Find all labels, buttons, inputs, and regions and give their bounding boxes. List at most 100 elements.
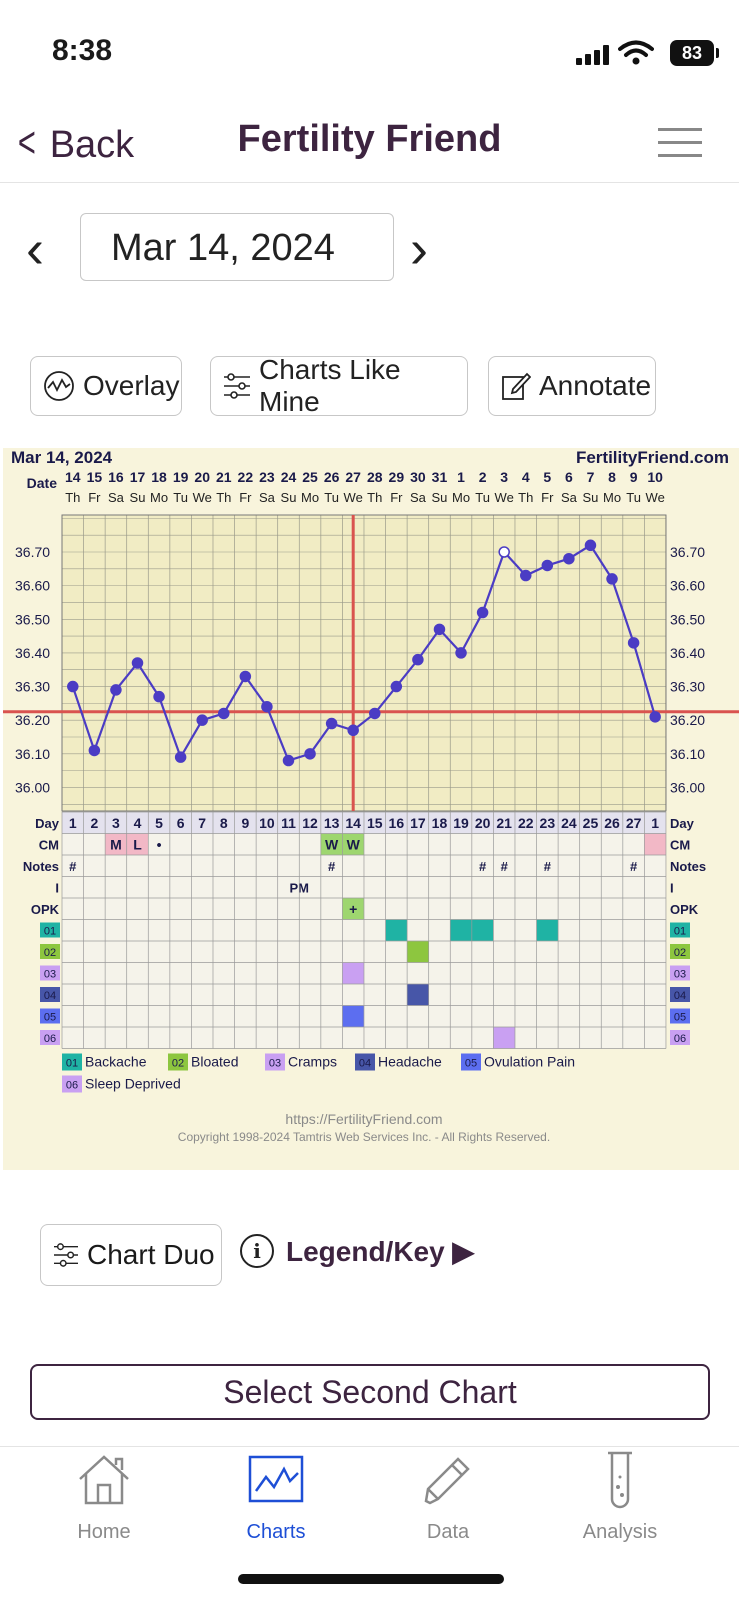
temperature-point: [584, 539, 597, 552]
legend-swatch: [168, 1053, 188, 1071]
legend-label: Cramps: [288, 1054, 337, 1070]
cycle-day-label: 2: [90, 815, 98, 831]
wifi-icon: [618, 40, 654, 65]
temperature-point: [261, 700, 273, 713]
symptom-code-label: 04: [44, 990, 56, 1002]
chart-icon: [248, 1455, 304, 1503]
weekday-label: Su: [432, 490, 448, 505]
cycle-day-label: 6: [177, 815, 185, 831]
edit-icon: [501, 371, 531, 401]
date-tick-label: 17: [130, 469, 146, 485]
weekday-label: Th: [518, 490, 533, 505]
temperature-point: [649, 711, 661, 723]
legend-swatch: [355, 1053, 375, 1071]
row-label-right: I: [670, 880, 674, 895]
legend-code: 01: [66, 1058, 78, 1070]
row-label-right: Day: [670, 816, 695, 831]
chart-brand-label: FertilityFriend.com: [576, 448, 729, 467]
weekday-label: Th: [216, 490, 231, 505]
y-tick-label-right: 36.40: [670, 645, 705, 661]
cycle-day-label: 22: [518, 815, 534, 831]
chart-date-label: Mar 14, 2024: [11, 448, 113, 467]
note-marker: #: [501, 859, 509, 874]
prev-date-button[interactable]: ‹: [26, 219, 44, 279]
temperature-point: [304, 748, 316, 760]
cycle-day-label: 8: [220, 815, 228, 831]
date-tick-label: 4: [522, 469, 530, 485]
symptom-code-swatch: [40, 922, 60, 938]
symptom-cell: [536, 919, 559, 941]
date-tick-label: 2: [479, 469, 487, 485]
cycle-day-label: 26: [604, 815, 620, 831]
weekday-label: Fr: [390, 490, 403, 505]
y-tick-label-right: 36.10: [670, 746, 705, 762]
temperature-point: [498, 546, 510, 558]
cycle-day-label: 15: [367, 815, 383, 831]
info-icon: i: [240, 1234, 274, 1268]
temperature-point: [433, 623, 446, 636]
symptom-code-swatch: [40, 944, 60, 959]
back-label: Back: [49, 124, 135, 166]
row-label: I: [55, 880, 59, 895]
date-tick-label: 7: [587, 469, 595, 485]
symptom-code-label-right: 06: [674, 1033, 686, 1045]
weekday-label: Su: [583, 490, 599, 505]
header-divider: [0, 182, 739, 183]
overlay-button[interactable]: Overlay: [30, 356, 182, 416]
legend-key-link[interactable]: i Legend/Key ▶: [240, 1234, 474, 1268]
legend-code: 02: [172, 1058, 184, 1070]
temperature-point: [606, 573, 618, 585]
next-date-button[interactable]: ›: [410, 219, 428, 279]
cycle-day-label: 16: [389, 815, 405, 831]
temperature-point: [239, 670, 252, 683]
row-label: Notes: [23, 859, 59, 874]
date-field[interactable]: Mar 14, 2024: [80, 213, 394, 281]
cm-value: L: [133, 836, 142, 852]
sliders-icon: [53, 1243, 79, 1267]
menu-icon[interactable]: [658, 128, 702, 158]
symptom-code-label-right: 01: [674, 925, 686, 937]
symptom-code-swatch: [40, 965, 60, 981]
temperature-point: [67, 680, 79, 693]
legend-label: Ovulation Pain: [484, 1054, 575, 1070]
symptom-code-label: 02: [44, 947, 56, 959]
temperature-point: [520, 569, 532, 582]
weekday-label: Sa: [410, 490, 427, 505]
temperature-point: [218, 707, 230, 720]
weekday-label: We: [646, 490, 665, 505]
cycle-day-label: 11: [281, 815, 296, 831]
fertility-chart[interactable]: Mar 14, 2024 FertilityFriend.com Date 14 Th 1…: [3, 448, 739, 1170]
symptom-code-swatch: [40, 1030, 60, 1045]
legend-label: Bloated: [191, 1054, 238, 1070]
symptom-code-label: 03: [44, 968, 56, 980]
annotate-button[interactable]: Annotate: [488, 356, 656, 416]
legend-code: 06: [66, 1080, 78, 1092]
weekday-label: Fr: [239, 490, 252, 505]
y-tick-label-right: 36.30: [670, 679, 705, 695]
tab-charts-label: Charts: [246, 1521, 306, 1543]
note-marker: #: [479, 859, 487, 874]
opk-value: +: [349, 901, 357, 917]
select-second-chart-button[interactable]: Select Second Chart: [30, 1364, 710, 1420]
charts-like-mine-button[interactable]: Charts Like Mine: [210, 354, 468, 417]
charts-like-mine-label: Charts Like Mine: [259, 354, 401, 417]
symptom-code-label-right: 04: [674, 990, 686, 1002]
y-tick-label-right: 36.00: [670, 779, 705, 795]
chart-footer-copyright: Copyright 1998-2024 Tamtris Web Services…: [178, 1130, 550, 1144]
tab-bar: Home Charts Data Analysis: [0, 1446, 739, 1601]
cycle-day-label: 20: [475, 815, 491, 831]
weekday-label: We: [344, 490, 363, 505]
date-tick-label: 22: [238, 469, 254, 485]
weekday-label: Tu: [626, 490, 641, 505]
y-tick-label-right: 36.20: [670, 712, 705, 728]
date-tick-label: 10: [647, 469, 663, 485]
legend-code: 04: [359, 1058, 371, 1070]
cycle-day-label: 12: [302, 815, 318, 831]
chart-duo-button[interactable]: Chart Duo: [40, 1224, 222, 1286]
back-button[interactable]: < Back: [14, 118, 134, 168]
date-tick-label: 19: [173, 469, 189, 485]
date-tick-label: 24: [281, 469, 297, 485]
date-tick-label: 8: [608, 469, 616, 485]
symptom-code-swatch-right: [670, 965, 690, 981]
cycle-day-label: 25: [583, 815, 599, 831]
